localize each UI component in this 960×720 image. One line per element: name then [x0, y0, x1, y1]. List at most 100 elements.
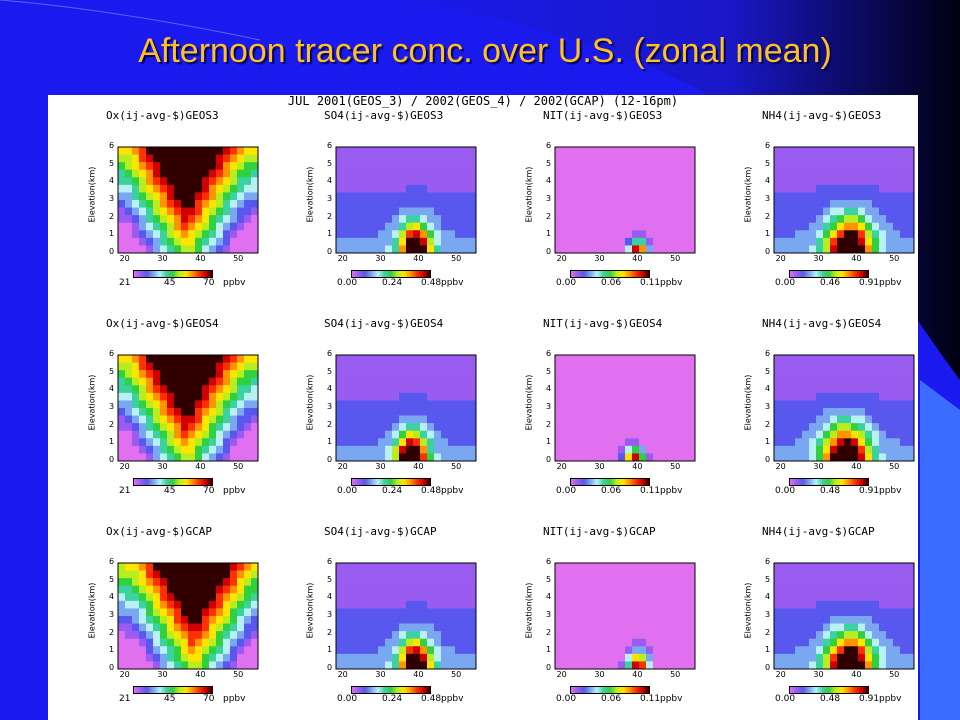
- heatmap-cell: [244, 245, 252, 254]
- heatmap-cell: [646, 177, 654, 186]
- heatmap-cell: [611, 608, 619, 617]
- heatmap-cell: [153, 370, 161, 379]
- heatmap-cell: [632, 438, 640, 447]
- heatmap-cell: [907, 585, 915, 594]
- heatmap-cell: [209, 162, 217, 171]
- colorbar-tick-label: 0.00: [775, 278, 796, 288]
- heatmap-cell: [809, 192, 817, 201]
- heatmap-cell: [413, 593, 421, 602]
- heatmap-cell: [823, 578, 831, 587]
- heatmap-cell: [469, 207, 477, 216]
- heatmap-cell: [569, 453, 577, 462]
- heatmap-cell: [816, 147, 824, 155]
- heatmap-cell: [357, 154, 365, 163]
- heatmap-cell: [632, 593, 640, 602]
- heatmap-cell: [639, 385, 647, 394]
- heatmap-cell: [632, 362, 640, 371]
- heatmap-cell: [441, 215, 449, 224]
- heatmap-cell: [562, 653, 570, 662]
- heatmap-cell: [886, 169, 894, 178]
- colorbar-tick-label: 70: [203, 486, 215, 496]
- heatmap-cell: [823, 616, 831, 624]
- heatmap-cell: [688, 237, 696, 246]
- heatmap-cell: [632, 370, 640, 379]
- heatmap-cell: [441, 661, 449, 670]
- heatmap-cell: [597, 230, 605, 239]
- heatmap-cell: [336, 570, 344, 579]
- x-tick-label: 30: [157, 254, 168, 263]
- heatmap-cell: [420, 438, 428, 447]
- y-tick-label: 3: [765, 194, 771, 203]
- heatmap-cell: [900, 593, 908, 602]
- heatmap-cell: [809, 453, 817, 462]
- heatmap-cell: [837, 162, 845, 171]
- heatmap-cell: [844, 355, 852, 363]
- heatmap-cell: [216, 207, 224, 216]
- heatmap-cell: [632, 445, 640, 454]
- y-tick-label: 2: [546, 211, 552, 221]
- heatmap-cell: [434, 169, 442, 178]
- heatmap-cell: [583, 222, 591, 231]
- colorbar-tick-label: 0.11: [640, 486, 661, 496]
- heatmap-cell: [146, 438, 154, 447]
- heatmap-cell: [427, 385, 435, 394]
- y-tick-label: 2: [109, 419, 115, 429]
- heatmap-cell: [823, 623, 831, 632]
- heatmap-cell: [844, 423, 852, 432]
- heatmap-cell: [590, 415, 598, 424]
- heatmap-cell: [844, 638, 852, 647]
- heatmap-cell: [816, 623, 824, 632]
- y-tick-label: 4: [765, 176, 771, 186]
- heatmap-cell: [597, 661, 605, 670]
- heatmap-cell: [343, 370, 351, 379]
- heatmap-cell: [434, 400, 442, 409]
- heatmap-cell: [781, 623, 789, 632]
- heatmap-cell: [907, 385, 915, 394]
- y-tick-label: 1: [109, 437, 115, 447]
- heatmap-cell: [139, 438, 147, 447]
- colorbar-unit: ppbv: [879, 278, 902, 288]
- heatmap-cell: [392, 355, 400, 363]
- heatmap-cell: [569, 377, 577, 386]
- heatmap-cell: [371, 438, 379, 447]
- heatmap-cell: [392, 154, 400, 163]
- heatmap-plot-so4-gcap: [335, 562, 477, 670]
- heatmap-cell: [237, 177, 245, 186]
- x-tick-label: 30: [813, 462, 824, 471]
- heatmap-cell: [569, 578, 577, 587]
- heatmap-cell: [125, 230, 133, 239]
- heatmap-cell: [357, 661, 365, 670]
- heatmap-cell: [583, 245, 591, 254]
- heatmap-cell: [174, 147, 182, 155]
- heatmap-cell: [237, 162, 245, 171]
- heatmap-cell: [688, 222, 696, 231]
- heatmap-cell: [583, 154, 591, 163]
- heatmap-cell: [371, 593, 379, 602]
- heatmap-cell: [844, 154, 852, 163]
- heatmap-cell: [576, 570, 584, 579]
- plot-frame: [335, 354, 477, 462]
- heatmap-cell: [872, 646, 880, 655]
- heatmap-cell: [153, 646, 161, 655]
- heatmap-cell: [413, 600, 421, 609]
- heatmap-cell: [392, 600, 400, 609]
- heatmap-cell: [195, 147, 203, 155]
- heatmap-cell: [160, 245, 168, 254]
- heatmap-cell: [879, 593, 887, 602]
- heatmap-cell: [872, 415, 880, 424]
- heatmap-cell: [837, 438, 845, 447]
- heatmap-cell: [462, 570, 470, 579]
- heatmap-cell: [569, 608, 577, 617]
- heatmap-cell: [893, 578, 901, 587]
- heatmap-cell: [597, 400, 605, 409]
- heatmap-cell: [555, 392, 563, 401]
- heatmap-cell: [132, 200, 140, 208]
- heatmap-cell: [653, 585, 661, 594]
- heatmap-cell: [583, 638, 591, 647]
- heatmap-cell: [357, 177, 365, 186]
- panel-ylabel: Elevation(km): [87, 166, 97, 223]
- y-tick-label: 1: [109, 645, 115, 655]
- heatmap-cell: [830, 392, 838, 401]
- heatmap-cell: [195, 169, 203, 178]
- heatmap-cell: [802, 438, 810, 447]
